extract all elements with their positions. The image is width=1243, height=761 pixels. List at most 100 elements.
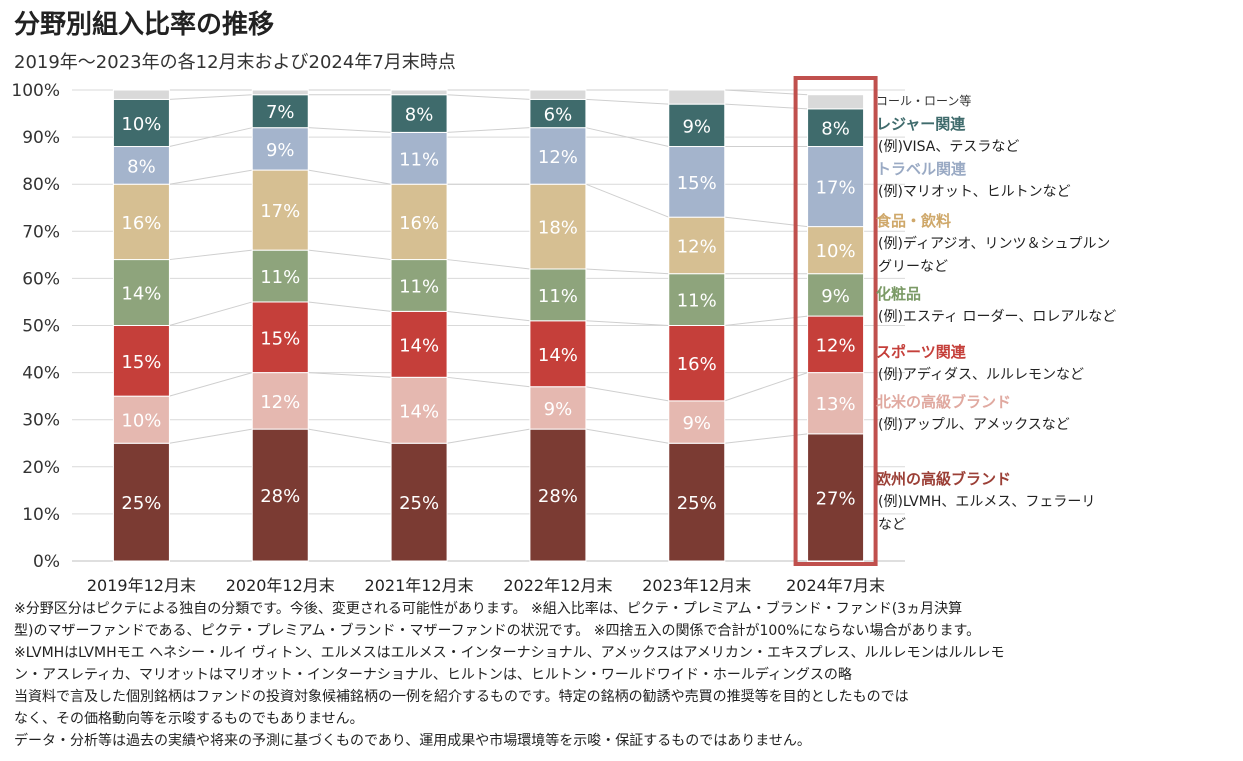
highlight-frame xyxy=(793,76,878,566)
data-label: 16% xyxy=(121,213,161,234)
data-label: 11% xyxy=(677,291,717,312)
bar-segment xyxy=(390,183,448,261)
bar-segment xyxy=(668,400,726,444)
series-connector-line xyxy=(585,428,669,444)
bar-segment xyxy=(529,386,587,430)
legend-example: (例)ディアジオ、リンツ＆シュプルン xyxy=(878,235,1110,252)
legend-example: (例)LVMH、エルメス、フェラーリ xyxy=(878,494,1095,510)
series-connector-line xyxy=(585,127,669,148)
bar-segment xyxy=(807,273,865,317)
data-label: 15% xyxy=(260,328,300,349)
data-label: 10% xyxy=(121,411,161,432)
bar-segment xyxy=(668,216,726,275)
footnote-line: ン・アスレティカ、マリオットはマリオット・インターナショナル、ヒルトンは、ヒルト… xyxy=(14,667,852,683)
legend-example: など xyxy=(878,517,906,533)
bar-segment xyxy=(112,325,170,397)
series-connector-line xyxy=(308,372,392,378)
footnote-line: なく、その価格動向等を示唆するものでもありません。 xyxy=(14,711,364,727)
series-connector-line xyxy=(585,386,669,402)
bar-segment xyxy=(251,94,309,129)
data-label: 15% xyxy=(121,352,161,373)
bar-segment xyxy=(529,428,587,562)
data-label: 6% xyxy=(544,105,573,126)
data-label: 25% xyxy=(399,493,439,514)
bar-segment xyxy=(390,442,448,562)
data-label: 11% xyxy=(538,286,578,307)
bar-segment xyxy=(251,249,309,303)
stacked-bar-chart: 0% 10% 20% 30% 40% 50% 60% 70% 80% 90% 100% 25% 10% 1… xyxy=(11,76,1116,595)
y-tick-label: 50% xyxy=(22,317,60,337)
series-connector-line xyxy=(585,320,669,326)
footnote-line: 当資料で言及した個別銘柄はファンドの投資対象候補銘柄の一例を紹介するものです。特… xyxy=(14,689,909,705)
series-connector-line xyxy=(447,127,530,133)
series-connector-line xyxy=(169,249,253,261)
data-label: 10% xyxy=(816,241,856,262)
bar-segment xyxy=(529,127,587,185)
legend-label: レジャー関連 xyxy=(876,115,966,133)
legend-label: 食品・飲料 xyxy=(876,212,951,230)
legend-example: (例)マリオット、ヒルトンなど xyxy=(878,184,1071,200)
data-label: 8% xyxy=(821,119,850,140)
series-connector-line xyxy=(447,94,530,100)
legend-example: (例)エスティ ローダー、ロレアルなど xyxy=(878,309,1116,325)
legend-label: 欧州の高級ブランド xyxy=(876,470,1011,488)
data-label: 28% xyxy=(538,486,578,507)
series-connector-line xyxy=(585,183,669,218)
legend-example: (例)アップル、アメックスなど xyxy=(878,417,1070,433)
chart-subtitle: 2019年～2023年の各12月末および2024年7月末時点 xyxy=(14,52,456,73)
data-label: 12% xyxy=(538,147,578,168)
series-connector-line xyxy=(446,428,531,444)
series-connector-line xyxy=(169,428,253,444)
bar-segment xyxy=(668,146,726,218)
series-connector-line xyxy=(585,268,669,275)
legend-example: (例)アディダス、ルルレモンなど xyxy=(878,366,1084,383)
data-label: 25% xyxy=(677,493,717,514)
bar-segment xyxy=(668,89,726,105)
series-connector-line xyxy=(169,372,253,397)
legend-label: コール・ローン等 xyxy=(876,94,971,108)
footnote-line: 型)のマザーファンドである、ピクテ・プレミアム・ブランド・マザーファンドの状況で… xyxy=(14,623,981,639)
bar-segment xyxy=(390,259,448,312)
data-label: 14% xyxy=(538,345,578,366)
legend-label: 化粧品 xyxy=(876,285,921,303)
bar-segment xyxy=(112,146,170,185)
bar-segment xyxy=(251,127,309,171)
bar-segment xyxy=(251,301,309,374)
y-tick-label: 10% xyxy=(22,505,60,525)
series-connector-line xyxy=(308,127,392,133)
bar-segment xyxy=(807,146,865,228)
data-label: 12% xyxy=(677,236,717,257)
legend-label: スポーツ関連 xyxy=(876,343,967,361)
data-label: 11% xyxy=(260,267,300,288)
data-label: 17% xyxy=(260,201,300,222)
x-tick-label: 2019年12月末 xyxy=(87,576,196,595)
y-tick-label: 30% xyxy=(22,411,60,431)
data-label: 11% xyxy=(399,276,439,297)
y-tick-label: 80% xyxy=(22,175,60,195)
bar-segment xyxy=(807,226,865,275)
x-tick-label: 2020年12月末 xyxy=(226,576,335,595)
y-tick-label: 70% xyxy=(22,222,60,242)
series-connector-line xyxy=(308,428,392,444)
data-label: 9% xyxy=(682,413,711,434)
legend-example: (例)VISA、テスラなど xyxy=(878,139,1019,155)
bar-segment xyxy=(529,183,587,270)
bar-segment xyxy=(668,103,726,148)
series-connector-line xyxy=(447,310,530,322)
footnotes: ※分野区分はピクテによる独自の分類です。今後、変更される可能性があります。 ※組… xyxy=(14,598,1234,752)
bar-segment xyxy=(112,183,170,261)
bar-segment xyxy=(807,372,865,435)
bar-segment xyxy=(390,89,448,96)
data-label: 28% xyxy=(260,486,300,507)
bar-segment xyxy=(390,376,448,444)
series-connector-line xyxy=(585,98,669,105)
series-connector-line xyxy=(169,127,253,148)
data-label: 10% xyxy=(121,114,161,135)
series-connector-line xyxy=(308,249,392,261)
x-tick-label: 2022年12月末 xyxy=(503,576,612,595)
series-connector-line xyxy=(447,376,530,388)
data-label: 15% xyxy=(677,173,717,194)
data-label: 9% xyxy=(821,286,850,307)
bar-segment xyxy=(807,94,865,110)
data-label: 12% xyxy=(816,335,856,356)
